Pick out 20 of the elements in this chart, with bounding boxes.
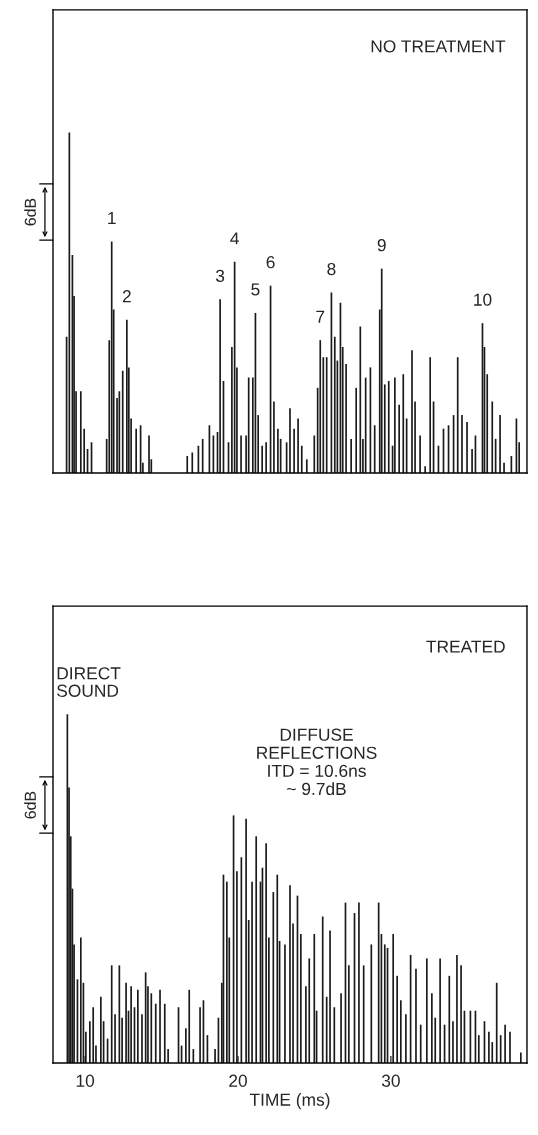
annotation: 2 (122, 290, 131, 303)
annotation: 10 (474, 293, 492, 306)
x-tick-label: 10 (76, 1074, 95, 1087)
text: 6dB (24, 791, 36, 819)
annotation: 4 (230, 232, 239, 245)
annotation: 1 (108, 211, 116, 224)
annotation: DIFFUSE REFLECTIONS ITD = 10.6ns ~ 9.7dB (257, 728, 377, 796)
annotation: 3 (215, 269, 225, 282)
annotation: 6 (266, 256, 275, 269)
text: 6dB (24, 198, 36, 226)
annotation: 9 (377, 239, 386, 252)
x-axis-title: TIME (ms) (249, 1093, 330, 1110)
annotation: 5 (251, 283, 260, 296)
annotation: DIRECT SOUND (57, 667, 121, 697)
annotation: 7 (316, 310, 325, 323)
chart-title: NO TREATMENT (371, 40, 506, 53)
chart-title: TREATED (426, 640, 505, 653)
x-tick-label: 20 (229, 1074, 247, 1087)
x-tick-label: 30 (381, 1074, 400, 1087)
annotation: 8 (327, 262, 336, 276)
